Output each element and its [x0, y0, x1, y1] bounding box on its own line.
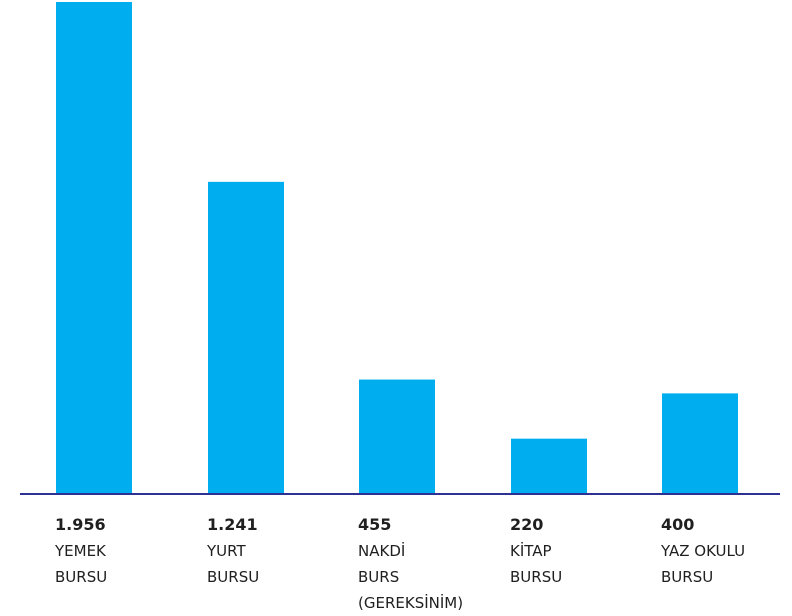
category-label-2-line-1: YURT — [206, 542, 246, 560]
bar-1 — [56, 2, 132, 494]
bar-5 — [662, 393, 738, 494]
category-label-4-line-1: KİTAP — [510, 541, 552, 560]
category-label-1-line-2: BURSU — [55, 568, 107, 586]
category-label-4-line-2: BURSU — [510, 568, 562, 586]
category-label-2-line-2: BURSU — [207, 568, 259, 586]
bar-3 — [359, 379, 435, 494]
bar-4 — [511, 438, 587, 494]
category-label-3-line-3: (GEREKSİNİM) — [358, 593, 463, 612]
value-label-1: 1.956 — [55, 515, 106, 534]
bars-group — [56, 2, 738, 494]
category-label-3-line-2: BURS — [358, 568, 399, 586]
value-label-3: 455 — [358, 515, 391, 534]
value-label-4: 220 — [510, 515, 543, 534]
value-label-5: 400 — [661, 515, 694, 534]
category-label-3-line-1: NAKDİ — [358, 541, 405, 560]
category-label-5-line-2: BURSU — [661, 568, 713, 586]
labels-group: 1.956 YEMEK BURSU 1.241 YURT BURSU 455 NAKDİ BUR… — [54, 515, 745, 612]
category-label-5-line-1: YAZ OKULU — [660, 542, 745, 560]
bar-2 — [208, 181, 284, 494]
category-label-1-line-1: YEMEK — [54, 542, 107, 560]
value-label-2: 1.241 — [207, 515, 258, 534]
